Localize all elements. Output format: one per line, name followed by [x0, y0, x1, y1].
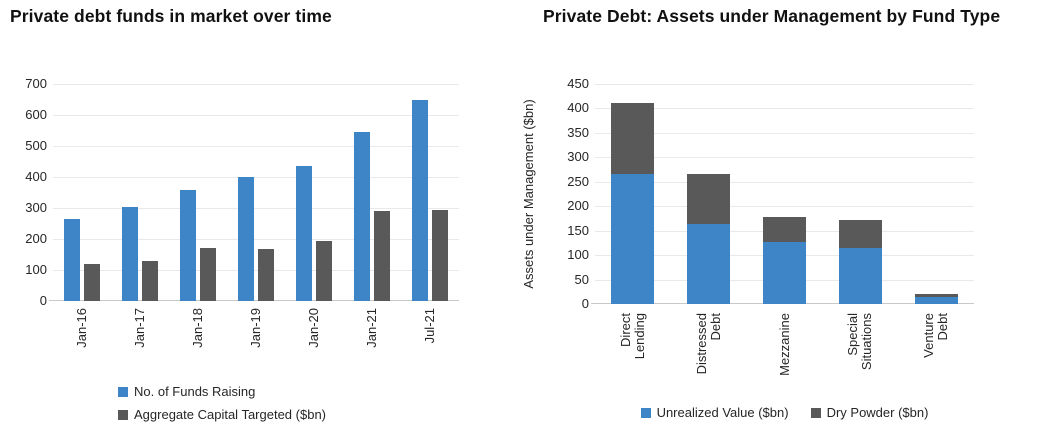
legend-item-dry-powder-bn: Dry Powder ($bn) — [810, 404, 929, 422]
bar-unrealized-value-bn-special-situations — [838, 248, 882, 304]
plot-area-left: 0 100 200 300 400 500 600 700 Jan-16 Jan-17 Jan-18… — [25, 76, 459, 348]
bar-aggregate-capital-targeted-bn-jul-21 — [432, 209, 448, 301]
legend-label: Aggregate Capital Targeted ($bn) — [134, 407, 326, 422]
gridline — [53, 270, 459, 271]
y-tick-label: 0 — [581, 296, 589, 311]
x-tick-label-jul-21: Jul-21 — [422, 308, 437, 344]
chart-title-left: Private debt funds in market over time — [10, 6, 332, 26]
bar-aggregate-capital-targeted-bn-jan-20 — [316, 241, 332, 301]
gridline — [53, 208, 459, 209]
gridline — [595, 84, 974, 85]
chart-title-right: Private Debt: Assets under Management by… — [543, 6, 1001, 26]
bar-no-of-funds-raising-jan-20 — [296, 165, 312, 301]
bar-no-of-funds-raising-jan-16 — [64, 218, 80, 301]
y-axis-title: Assets under Management ($bn) — [521, 99, 536, 289]
bar-dry-powder-bn-direct-lending — [611, 102, 655, 175]
y-tick-label: 500 — [25, 138, 47, 153]
y-tick-label: 250 — [567, 173, 589, 189]
legend-swatch-dry-powder-bn — [810, 408, 821, 418]
legend-item-no-of-funds-raising: No. of Funds Raising — [118, 383, 326, 401]
y-tick-label: 600 — [25, 107, 47, 122]
bar-no-of-funds-raising-jul-21 — [412, 99, 428, 301]
bar-aggregate-capital-targeted-bn-jan-16 — [84, 263, 100, 301]
legend-label: Dry Powder ($bn) — [826, 405, 929, 420]
gridline — [53, 239, 459, 240]
y-tick-label: 450 — [567, 76, 589, 91]
y-tick-label: 700 — [25, 76, 47, 91]
gridline — [595, 206, 974, 208]
y-tick-label: 350 — [567, 124, 589, 140]
y-tick-label: 400 — [25, 169, 47, 184]
y-tick-label: 300 — [567, 149, 589, 165]
bar-unrealized-value-bn-distressed-debt — [687, 224, 731, 304]
bar-aggregate-capital-targeted-bn-jan-18 — [200, 247, 216, 301]
legend-swatch-unrealized-value-bn — [640, 408, 651, 418]
bar-aggregate-capital-targeted-bn-jan-21 — [374, 211, 390, 301]
bar-dry-powder-bn-special-situations — [838, 219, 882, 249]
x-tick-label-jan-21: Jan-21 — [364, 308, 379, 348]
gridline — [595, 108, 974, 110]
bar-dry-powder-bn-distressed-debt — [687, 174, 731, 225]
x-axis-line — [49, 300, 459, 301]
legend-label: Unrealized Value ($bn) — [656, 405, 789, 420]
legend-right: Unrealized Value ($bn) Dry Powder ($bn) — [595, 404, 974, 422]
bar-unrealized-value-bn-venture-debt — [914, 297, 958, 304]
gridline — [595, 181, 974, 183]
bar-unrealized-value-bn-mezzanine — [763, 242, 806, 304]
bar-unrealized-value-bn-direct-lending — [611, 174, 655, 304]
legend-label: No. of Funds Raising — [134, 384, 256, 399]
legend-item-unrealized-value-bn: Unrealized Value ($bn) — [640, 404, 789, 422]
bar-no-of-funds-raising-jan-19 — [238, 177, 254, 301]
bar-no-of-funds-raising-jan-21 — [354, 132, 370, 301]
gridline — [53, 177, 459, 178]
gridline — [53, 115, 459, 116]
gridline — [595, 157, 974, 159]
y-tick-label: 400 — [567, 100, 589, 116]
y-tick-label: 0 — [39, 293, 47, 308]
y-tick-label: 100 — [25, 262, 47, 277]
legend-swatch-no-of-funds-raising — [118, 387, 128, 397]
y-tick-label: 200 — [25, 231, 47, 246]
x-tick-label-jan-16: Jan-16 — [74, 308, 89, 348]
gridline — [53, 84, 459, 85]
gridline — [53, 146, 459, 147]
plot-area-right: 0 50 100 150 200 250 300 350 400 450 Direct Lending… — [567, 76, 974, 376]
bar-dry-powder-bn-mezzanine — [763, 217, 806, 243]
bar-no-of-funds-raising-jan-18 — [180, 190, 196, 301]
chart-aum-by-fund-type: Private Debt: Assets under Management by… — [520, 0, 1046, 440]
bar-aggregate-capital-targeted-bn-jan-17 — [142, 260, 158, 301]
legend-swatch-aggregate-capital-targeted-bn — [118, 410, 128, 420]
bar-dry-powder-bn-venture-debt — [914, 293, 958, 298]
legend-item-aggregate-capital-targeted-bn: Aggregate Capital Targeted ($bn) — [118, 406, 326, 424]
chart-funds-in-market: Private debt funds in market over time 0… — [0, 0, 520, 440]
bar-aggregate-capital-targeted-bn-jan-19 — [258, 248, 274, 301]
y-tick-label: 200 — [567, 198, 589, 214]
legend-left: No. of Funds Raising Aggregate Capital Ta… — [118, 383, 326, 424]
y-tick-label: 300 — [25, 200, 47, 215]
y-tick-label: 50 — [574, 271, 589, 287]
bar-no-of-funds-raising-jan-17 — [122, 206, 138, 301]
y-tick-label: 150 — [567, 222, 589, 238]
gridline — [595, 132, 974, 134]
y-tick-label: 100 — [567, 247, 589, 263]
